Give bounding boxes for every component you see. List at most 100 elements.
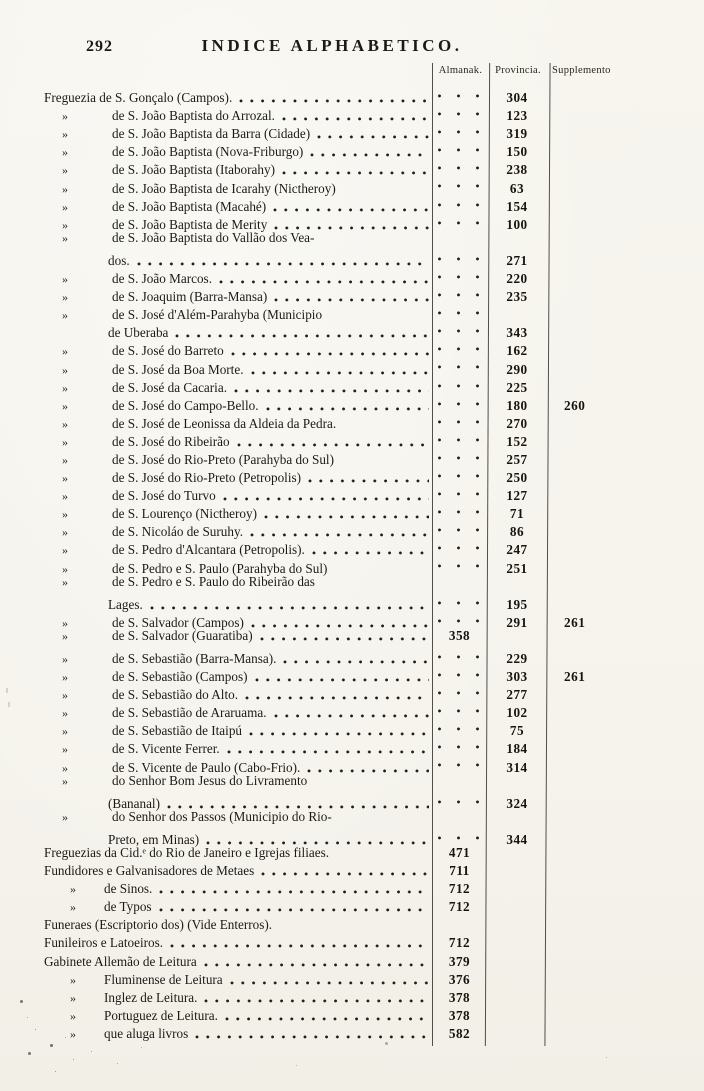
continuation-dots — [437, 482, 485, 501]
ditto-mark: » — [70, 990, 76, 1005]
continuation-dots — [437, 445, 485, 464]
entry-text-cell: » de S. João Baptista (Nova-Friburgo) — [44, 143, 432, 162]
entry-text-cell: » de S. José d'Além-Parahyba (Municipio — [44, 306, 432, 324]
entry-label: Preto, em Minas) — [108, 831, 200, 847]
index-row: » Fluminense de Leitura 376 — [44, 970, 704, 989]
dot-leader — [281, 161, 429, 180]
dot-leader — [204, 988, 429, 1007]
index-row: » de S. José da Boa Morte. 290 — [44, 355, 704, 379]
entry-text-cell: (Bananal) — [44, 794, 432, 813]
dot-leader — [195, 1024, 429, 1043]
entry-text-cell: » de S. João Baptista (Macahé) — [44, 197, 432, 216]
entry-text-cell: » de S. João Marcos. — [44, 270, 432, 289]
entry-label: de Uberaba — [108, 325, 169, 341]
almanak-cell: 711 — [449, 863, 470, 879]
index-row: » de S. Sebastião de Araruama. 102 — [44, 699, 704, 723]
entry-label: de S. José de Leonissa da Aldeia da Pedr… — [112, 415, 337, 431]
entry-label: de S. Sebastião do Alto. — [112, 687, 239, 703]
continuation-dots — [437, 463, 485, 483]
index-row: » de S. João Baptista (Macahé) 154 — [44, 192, 704, 216]
ditto-mark: » — [62, 507, 68, 522]
continuation-dots — [437, 192, 485, 211]
continuation-dots — [437, 210, 485, 229]
ditto-mark: » — [62, 561, 68, 576]
almanak-cell: 712 — [448, 899, 471, 915]
almanak-cell — [432, 409, 487, 428]
index-row: » de S. Sebastião de Itaipú 75 — [44, 717, 704, 741]
continuation-dots — [437, 789, 485, 808]
almanak-cell — [432, 717, 487, 736]
ditto-mark: » — [62, 489, 68, 504]
provincia-cell: 184 — [506, 741, 528, 757]
almanak-cell — [432, 355, 487, 374]
ditto-mark: » — [62, 272, 68, 287]
entry-text-cell: de Uberaba — [44, 324, 432, 343]
dot-leader — [250, 360, 429, 379]
almanak-cell — [432, 554, 487, 573]
almanak-cell — [432, 391, 487, 410]
almanak-cell — [432, 608, 487, 627]
provincia-cell: 63 — [509, 180, 525, 196]
entry-label: Funileiros e Latoeiros. — [44, 935, 164, 951]
dot-leader — [273, 704, 429, 723]
index-row: » de S. Salvador (Guaratiba) 358 — [44, 626, 704, 645]
provincia-cell: 319 — [506, 126, 528, 142]
index-row: » de Sinos. 712 — [44, 880, 704, 899]
ditto-mark: » — [62, 109, 68, 124]
dot-leader — [311, 541, 429, 560]
column-header-supplemento: Supplemento — [552, 65, 611, 76]
continuation-dots — [437, 536, 485, 555]
ditto-mark: » — [62, 163, 68, 178]
dot-leader — [274, 288, 429, 307]
dot-leader — [239, 89, 429, 108]
ditto-mark: » — [62, 181, 68, 196]
dot-leader — [259, 626, 429, 645]
entry-label: de S. Sebastião (Barra-Mansa). — [112, 651, 277, 666]
provincia-cell: 123 — [506, 108, 528, 124]
ditto-mark: » — [70, 900, 76, 915]
index-row: » do Senhor Bom Jesus do Livramento — [44, 772, 704, 790]
index-row: » de S. Sebastião do Alto. 277 — [44, 681, 704, 705]
almanak-cell — [432, 500, 487, 519]
index-row: » de S. Vicente Ferrer. 184 — [44, 735, 704, 759]
index-row: » de S. José do Rio-Preto (Petropolis) 250 — [44, 463, 704, 488]
continuation-dots — [437, 590, 485, 609]
almanak-cell: 379 — [448, 953, 471, 969]
continuation-dots — [437, 409, 485, 428]
index-row: » Inglez de Leitura. 378 — [44, 988, 704, 1007]
provincia-cell: 303 — [506, 669, 528, 685]
almanak-cell — [432, 445, 487, 464]
provincia-cell: 102 — [506, 705, 528, 721]
provincia-cell: 75 — [509, 723, 525, 739]
almanak-cell: 471 — [448, 844, 471, 860]
column-header-provincia: Provincia. — [495, 65, 541, 76]
continuation-dots — [437, 825, 485, 844]
ditto-mark: » — [62, 308, 68, 323]
entry-label: de S. José do Turvo — [112, 488, 216, 504]
almanak-cell — [432, 427, 487, 446]
entry-text-cell: » de S. Sebastião (Barra-Mansa). — [44, 650, 432, 669]
continuation-dots — [437, 283, 485, 302]
provincia-cell: 343 — [506, 325, 528, 341]
entry-text-cell: Fundidores e Galvanisadores de Metaes — [44, 862, 432, 881]
ditto-mark: » — [62, 380, 68, 395]
index-row: » de S. Pedro e S. Paulo (Parahyba do Sul… — [44, 554, 704, 576]
almanak-cell — [432, 138, 487, 157]
provincia-cell: 277 — [506, 687, 528, 703]
entry-label: de S. Joaquim (Barra-Mansa) — [112, 289, 268, 305]
entry-text-cell: » de S. Sebastião do Alto. — [44, 686, 432, 705]
almanak-cell — [432, 246, 487, 265]
index-row: de Uberaba 343 — [44, 319, 704, 343]
dot-leader — [307, 758, 429, 777]
index-row: Freguezia de S. Gonçalo (Campos). 304 — [44, 84, 704, 108]
entry-label: Inglez de Leitura. — [104, 989, 198, 1005]
entry-text-cell: » de S. João Baptista da Barra (Cidade) — [44, 125, 432, 144]
index-row: Funeraes (Escriptorio dos) (Vide Enterro… — [44, 916, 704, 934]
entry-text-cell: Freguezia de S. Gonçalo (Campos). — [44, 89, 432, 108]
entry-label: de Sinos. — [104, 881, 153, 897]
almanak-cell — [432, 264, 487, 284]
dot-leader — [249, 722, 429, 741]
dot-leader — [265, 396, 429, 415]
index-row: Preto, em Minas) 344 — [44, 825, 704, 850]
